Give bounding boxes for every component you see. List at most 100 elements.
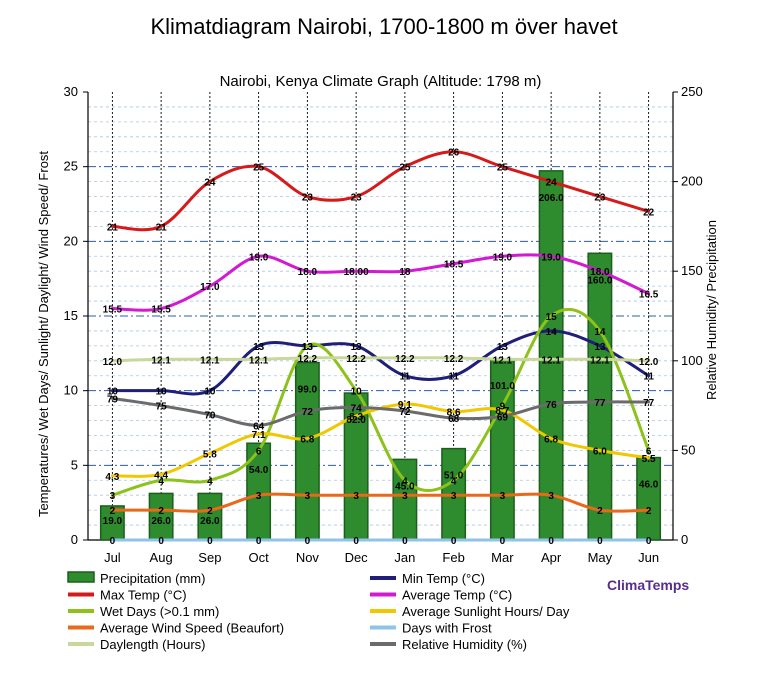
- data-label: 3: [548, 491, 554, 502]
- data-label: 3: [110, 491, 116, 502]
- data-label: 64: [253, 421, 265, 432]
- precipitation-label: 82.0: [346, 415, 366, 426]
- data-label: 13: [351, 342, 363, 353]
- precipitation-label: 160.0: [587, 275, 612, 286]
- data-label: 4.3: [105, 472, 119, 483]
- data-label: 13: [302, 342, 314, 353]
- precipitation-bar: [636, 456, 662, 541]
- data-label: 0: [451, 536, 457, 547]
- precipitation-label: 19.0: [103, 516, 123, 527]
- precipitation-label: 99.0: [298, 385, 318, 396]
- data-label: 23: [351, 193, 363, 204]
- y-tick-right: 50: [681, 442, 695, 457]
- data-label: 15.5: [103, 305, 123, 316]
- page-title: Klimatdiagram Nairobi, 1700-1800 m över …: [150, 14, 618, 39]
- data-label: 5.5: [642, 454, 656, 465]
- data-label: 0: [353, 536, 359, 547]
- y-tick-right: 100: [681, 353, 703, 368]
- y-tick-left: 30: [64, 84, 78, 99]
- data-label: 23: [594, 193, 606, 204]
- data-label: 21: [107, 222, 119, 233]
- data-label: 19.0: [493, 252, 513, 263]
- data-label: 13: [594, 342, 606, 353]
- average-wind-speed-beaufort-line: [110, 492, 651, 513]
- legend-swatch-bar: [67, 571, 95, 583]
- data-label: 2: [646, 506, 652, 517]
- data-label: 11: [448, 372, 459, 383]
- data-label: 0: [500, 536, 506, 547]
- data-label: 24: [546, 178, 558, 189]
- y-tick-right: 200: [681, 174, 703, 189]
- data-label: 13: [302, 342, 314, 353]
- legend-label: Average Wind Speed (Beaufort): [100, 621, 284, 636]
- data-label: 6: [646, 446, 652, 457]
- x-tick-label: Feb: [442, 550, 464, 565]
- y-axis-right-title: Relative Humidity/ Precipitation: [704, 220, 719, 400]
- y-tick-left: 15: [64, 308, 78, 323]
- data-label: 0: [548, 536, 554, 547]
- data-label: 13: [253, 342, 265, 353]
- x-tick-label: Nov: [296, 550, 320, 565]
- precipitation-bar: [587, 252, 613, 541]
- data-label: 3: [256, 491, 262, 502]
- data-label: 14: [594, 327, 606, 338]
- data-label: 10: [351, 387, 363, 398]
- data-label: 0: [597, 536, 603, 547]
- daylength-hours-line: [110, 356, 651, 363]
- data-label: 0: [402, 536, 408, 547]
- data-label: 2: [597, 506, 603, 517]
- data-label: 12.1: [249, 355, 269, 366]
- data-label: 6: [256, 446, 262, 457]
- y-tick-left: 5: [71, 457, 78, 472]
- data-label: 16.5: [639, 290, 659, 301]
- data-label: 8.3: [349, 412, 363, 423]
- data-label: 18.00: [344, 267, 369, 278]
- x-tick-label: Aug: [150, 550, 173, 565]
- data-label: 8.7: [495, 406, 509, 417]
- legend-label: Wet Days (>0.1 mm): [100, 604, 219, 619]
- data-label: 12.1: [493, 355, 513, 366]
- y-tick-left: 10: [64, 383, 78, 398]
- data-label: 5.8: [203, 449, 217, 460]
- average-temp-c-line: [110, 253, 651, 312]
- data-label: 4: [207, 476, 213, 487]
- data-label: 15.5: [151, 305, 171, 316]
- data-label: 15: [546, 312, 558, 323]
- x-tick-label: Oct: [249, 550, 270, 565]
- x-tick-label: Sep: [198, 550, 221, 565]
- data-label: 75: [156, 402, 168, 413]
- data-label: 72: [302, 407, 314, 418]
- data-label: 4.4: [154, 470, 168, 481]
- precipitation-label: 51.0: [444, 471, 464, 482]
- data-label: 9: [500, 402, 506, 413]
- x-tick-label: Jan: [394, 550, 415, 565]
- x-tick-label: Jun: [638, 550, 659, 565]
- y-tick-right: 150: [681, 263, 703, 278]
- data-label: 13: [497, 342, 509, 353]
- x-tick-label: Dec: [345, 550, 369, 565]
- data-label: 18: [399, 267, 411, 278]
- data-label: 11: [400, 372, 411, 383]
- data-label: 2: [158, 506, 164, 517]
- data-label: 4: [158, 476, 164, 487]
- data-label: 25: [497, 163, 509, 174]
- y-tick-left: 25: [64, 159, 78, 174]
- data-label: 12.2: [444, 354, 464, 365]
- data-label: 9.1: [398, 400, 412, 411]
- y-tick-right: 0: [681, 532, 688, 547]
- data-label: 2: [207, 506, 213, 517]
- data-label: 18.0: [590, 267, 610, 278]
- data-label: 76: [546, 400, 558, 411]
- data-label: 12.1: [590, 355, 610, 366]
- data-label: 19.0: [249, 252, 269, 263]
- data-label: 4: [402, 476, 408, 487]
- data-label: 12.2: [395, 354, 415, 365]
- precipitation-label: 206.0: [539, 193, 564, 204]
- legend-label: Average Sunlight Hours/ Day: [402, 604, 570, 619]
- data-label: 0: [646, 536, 652, 547]
- legend-label: Max Temp (°C): [100, 588, 187, 603]
- legend-label: Days with Frost: [402, 621, 492, 636]
- precipitation-label: 26.0: [200, 516, 220, 527]
- data-label: 0: [158, 536, 164, 547]
